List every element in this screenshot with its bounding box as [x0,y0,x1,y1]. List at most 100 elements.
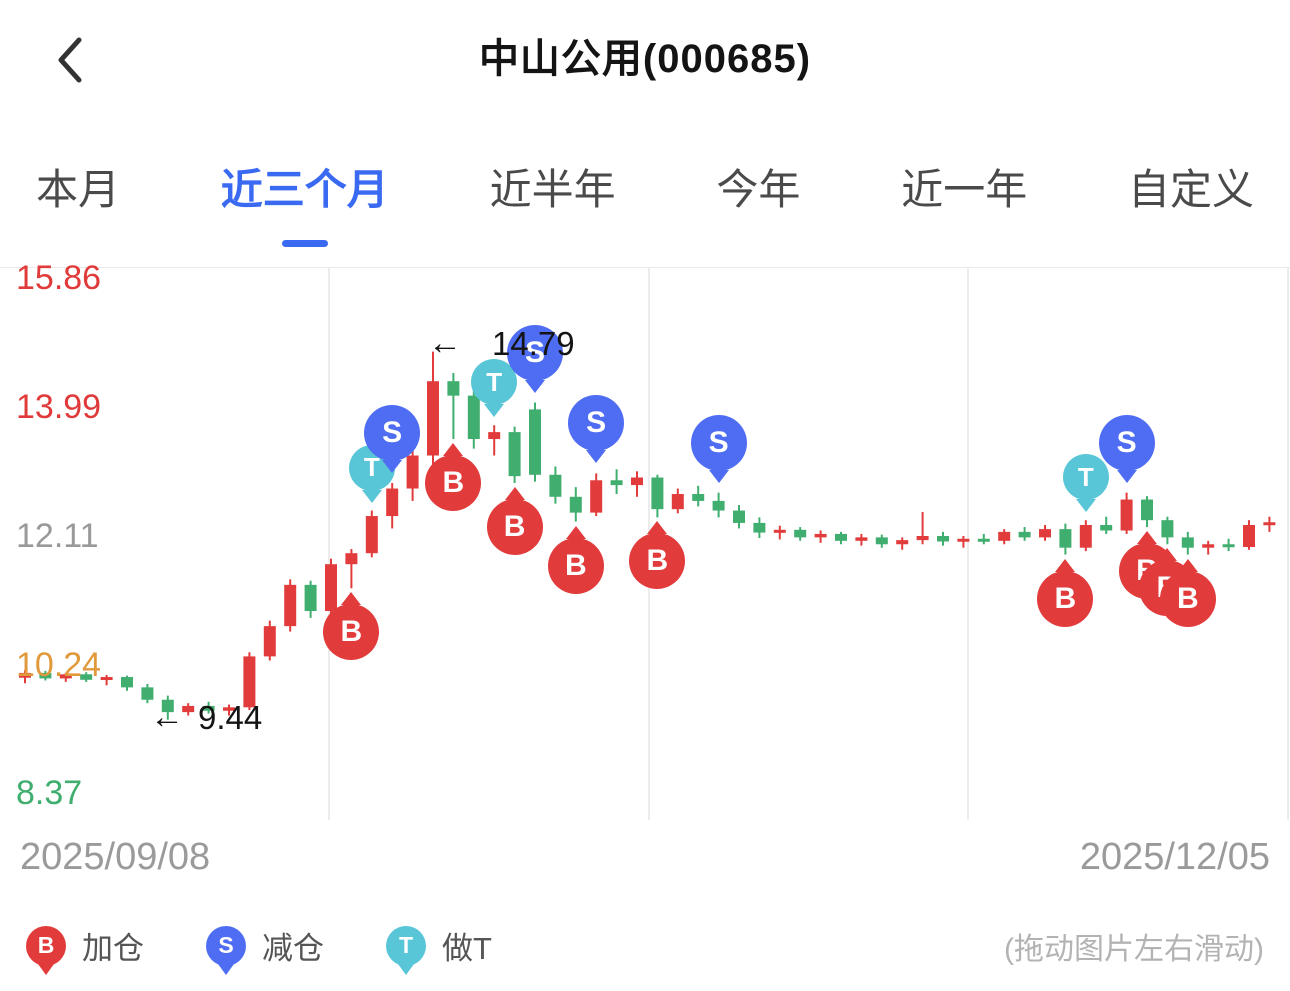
candle [1181,531,1194,555]
trade-marker-b[interactable]: B [1159,570,1216,627]
trade-marker-s[interactable]: S [364,405,421,462]
candle [1161,516,1174,545]
low-price-annotation: ← 9.44 [150,698,262,737]
candle [753,517,766,539]
trade-marker-b[interactable]: B [547,537,604,594]
y-axis-label: 15.86 [16,259,102,297]
buy-pin-icon: B [26,925,66,966]
legend-label-t-trade: 做T [442,931,492,966]
candle [773,525,786,540]
candle [447,372,460,439]
candle [569,487,582,522]
candle [325,558,337,614]
candle [467,390,480,449]
candle [957,536,970,548]
candle [794,527,807,541]
candle [977,533,990,545]
gridlines [328,268,1289,820]
trade-marker-b[interactable]: B [629,533,686,590]
candle [19,670,31,684]
trade-marker-s[interactable]: S [1098,414,1155,471]
x-axis: 2025/09/08 2025/12/05 [0,836,1290,879]
candle [610,469,623,495]
candle [304,580,317,618]
legend-label-buy: 加仓 [82,931,144,966]
y-axis-label: 12.11 [16,517,99,555]
trade-marker-s[interactable]: S [507,324,563,381]
candle [80,672,93,682]
left-arrow-icon: ← [428,324,462,362]
candle [1222,538,1235,552]
candle [712,492,725,518]
drag-hint: (拖动图片左右滑动) [1004,932,1264,966]
trade-marker-t[interactable]: T [471,359,518,406]
candle [692,485,705,507]
candle [651,474,664,518]
candle [202,701,215,714]
candle [671,488,684,514]
candle [896,537,909,550]
candle [365,510,378,558]
candle [1018,527,1031,541]
back-button[interactable] [46,26,92,97]
tab-this-month[interactable]: 本月 [36,156,120,247]
candle [263,620,276,661]
candle [1243,520,1255,550]
candle [631,471,643,497]
tab-recent-3-months[interactable]: 近三个月 [221,156,389,247]
page-title: 中山公用(000685) [478,37,812,81]
candle [100,674,113,686]
high-price-annotation: ← 14.79 [428,324,575,363]
high-price-value: 14.79 [492,324,575,362]
candle [916,511,929,545]
candle [998,529,1011,545]
candle [345,549,358,589]
y-axis-label: 8.37 [16,774,83,813]
t-trade-pin-icon: T [386,925,426,966]
candle [223,704,235,716]
candle [875,534,888,548]
candle [386,483,399,529]
legend-item-t-trade: T 做T [386,923,492,968]
candle [284,579,297,632]
trade-marker-b[interactable]: B [425,454,482,511]
tab-custom[interactable]: 自定义 [1128,156,1254,247]
candle [1039,524,1051,541]
candle [855,533,868,546]
tab-recent-half-year[interactable]: 近半年 [490,156,616,247]
tab-this-year[interactable]: 今年 [716,156,800,247]
candle [406,448,419,501]
candles-svg [19,268,1289,820]
candle [590,473,603,517]
y-axis-label: 13.99 [16,387,102,426]
candle [1120,492,1133,534]
candle [529,402,541,482]
candle [427,351,439,467]
header: 中山公用(000685) [0,0,1290,110]
candle [1263,516,1276,532]
trade-marker-b[interactable]: B [486,499,543,556]
legend-label-sell: 减仓 [262,931,324,966]
candle [549,466,562,504]
trade-marker-b[interactable]: B [323,604,380,661]
candle [1079,520,1092,552]
candlestick-chart[interactable]: ← 14.79 ← 9.44 15.86 13.99 12.11 10.24 8.37 B… [0,259,1290,820]
trade-marker-t[interactable]: T [1062,454,1109,501]
trade-marker-b[interactable]: B [1037,570,1094,627]
legend-item-buy: B 加仓 [26,923,144,968]
tab-label: 今年 [716,166,801,213]
trade-marker-s[interactable]: S [568,395,625,452]
tab-label: 本月 [36,166,121,213]
candle [59,672,72,682]
tab-label: 自定义 [1127,166,1254,213]
x-axis-end-date: 2025/12/05 [1079,836,1270,878]
candle [161,695,174,720]
candle [733,505,745,529]
candle [39,670,52,681]
trade-marker-s[interactable]: S [690,414,747,471]
x-axis-start-date: 2025/09/08 [20,836,211,878]
sell-pin-icon: S [206,925,246,966]
candle [182,703,195,716]
active-tab-underline [281,240,328,247]
tab-recent-1-year[interactable]: 近一年 [901,156,1027,247]
